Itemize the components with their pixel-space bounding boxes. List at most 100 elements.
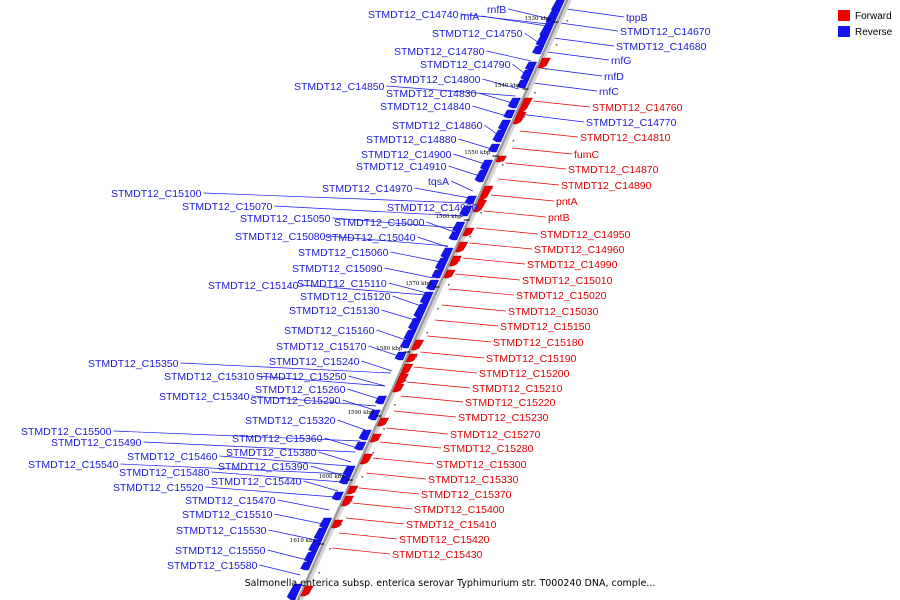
leader-lines (113, 8, 625, 576)
reverse-gene-label: STMDT12_C14840 (380, 101, 471, 113)
reverse-leader-line (120, 463, 346, 475)
reverse-gene-label: STMDT12_C15480 (119, 467, 210, 479)
forward-leader-line (519, 130, 579, 138)
reverse-gene-label: STMDT12_C14880 (366, 134, 457, 146)
backbone-line (296, 0, 569, 600)
forward-leader-line (420, 351, 485, 359)
forward-leader-line (455, 273, 521, 281)
reverse-leader-line (337, 419, 366, 431)
reverse-gene-block (300, 561, 313, 571)
reverse-gene-block (426, 279, 440, 291)
reverse-leader-line (180, 362, 392, 374)
reverse-leader-line (318, 451, 352, 463)
reverse-gene-block (464, 195, 477, 205)
reverse-leader-line (327, 235, 449, 247)
reverse-gene-label: STMDT12_C15170 (276, 341, 367, 353)
forward-gene-label: STMDT12_C14950 (540, 229, 631, 241)
forward-leader-line (462, 257, 526, 265)
kbp-label: 1590 kbp (347, 410, 374, 416)
reverse-leader-line (368, 345, 399, 357)
sequence-caption: Salmonella enterica subsp. enterica sero… (244, 578, 656, 589)
reverse-gene-block (440, 247, 454, 259)
forward-gene-label: STMDT12_C15230 (458, 412, 549, 424)
reverse-gene-label: STMDT12_C14860 (392, 120, 483, 132)
reverse-leader-line (450, 180, 473, 192)
reverse-gene-label: tqsA (428, 176, 449, 188)
reverse-gene-label: STMDT12_C15050 (240, 213, 331, 225)
forward-leader-line (512, 147, 573, 155)
reverse-gene-block (374, 395, 387, 405)
reverse-gene-label: STMDT12_C15440 (211, 476, 302, 488)
forward-gene-label: pntB (548, 212, 570, 224)
forward-leader-line (345, 517, 405, 525)
forward-leader-line (448, 288, 515, 296)
reverse-gene-label: STMDT12_C15260 (255, 384, 346, 396)
reverse-leader-line (376, 329, 406, 341)
kbp-label: 1540 kbp (494, 83, 521, 89)
feature-tick (501, 164, 504, 166)
forward-gene-block (369, 433, 382, 443)
reverse-gene-block (535, 35, 549, 47)
forward-leader-line (359, 487, 420, 495)
kbp-label: 1600 kbp (319, 474, 346, 480)
reverse-gene-label: rnfD (604, 71, 624, 83)
forward-gene-block (495, 155, 507, 163)
legend: Forward Reverse (838, 10, 893, 38)
feature-tick (350, 500, 353, 502)
feature-tick (394, 404, 396, 406)
reverse-gene-label: tppB (626, 12, 648, 24)
reverse-gene-block (497, 119, 511, 131)
forward-gene-block (400, 363, 414, 375)
reverse-leader-line (453, 153, 486, 165)
reverse-leader-line (205, 486, 336, 498)
reverse-leader-line (486, 50, 532, 62)
forward-gene-block (405, 353, 418, 363)
reverse-gene-label: STMDT12_C15320 (245, 415, 336, 427)
reverse-gene-label: STMDT12_C15000 (334, 217, 425, 229)
reverse-gene-label: STMDT12_C15060 (298, 247, 389, 259)
forward-leader-line (379, 441, 442, 449)
feature-tick (480, 212, 482, 214)
reverse-leader-line (268, 529, 317, 541)
reverse-gene-label: STMDT12_C15580 (167, 560, 258, 572)
reverse-gene-label: STMDT12_C14790 (420, 59, 511, 71)
kbp-label: 1560 kbp (436, 214, 463, 220)
reverse-leader-line (481, 15, 547, 27)
reverse-gene-label: STMDT12_C14850 (294, 81, 385, 93)
reverse-gene-label: STMDT12_C15070 (182, 201, 273, 213)
reverse-gene-label: STMDT12_C14980 (387, 202, 478, 214)
reverse-leader-line (482, 78, 519, 90)
reverse-gene-label: STMDT12_C15360 (232, 433, 323, 445)
reverse-leader-line (472, 105, 507, 117)
reverse-gene-block (358, 429, 372, 441)
reverse-gene-block (342, 465, 356, 477)
forward-gene-label: STMDT12_C15210 (472, 383, 563, 395)
reverse-gene-label: STMDT12_C14770 (586, 117, 677, 129)
forward-gene-label: fumC (574, 149, 600, 161)
forward-gene-block (392, 383, 405, 393)
reverse-gene-label: STMDT12_C15160 (284, 325, 375, 337)
forward-gene-block (300, 585, 314, 597)
kbp-label: 1610 kbp (290, 538, 317, 544)
reverse-gene-label: STMDT12_C15350 (88, 358, 179, 370)
reverse-leader-line (460, 13, 548, 25)
reverse-gene-label: STMDT12_C14670 (620, 26, 711, 38)
forward-gene-block (478, 185, 494, 201)
reverse-gene-block (532, 45, 545, 55)
reverse-leader-line (414, 187, 470, 199)
feature-tick (447, 284, 450, 286)
forward-gene-block (359, 453, 373, 465)
reverse-gene-block (286, 583, 303, 600)
forward-gene-label: STMDT12_C15420 (399, 534, 490, 546)
kbp-label: 1530 kbp (524, 16, 551, 22)
forward-leader-line (386, 427, 449, 435)
reverse-gene-label: STMDT12_C14740 (368, 9, 459, 21)
reverse-gene-block (474, 169, 489, 183)
reverse-leader-line (361, 360, 393, 372)
forward-leader-line (469, 242, 533, 250)
reverse-leader-line (143, 441, 356, 453)
reverse-leader-line (560, 22, 619, 32)
reverse-gene-label: STMDT12_C14970 (322, 183, 413, 195)
reverse-gene-block (479, 159, 494, 171)
reverse-leader-line (426, 221, 455, 233)
